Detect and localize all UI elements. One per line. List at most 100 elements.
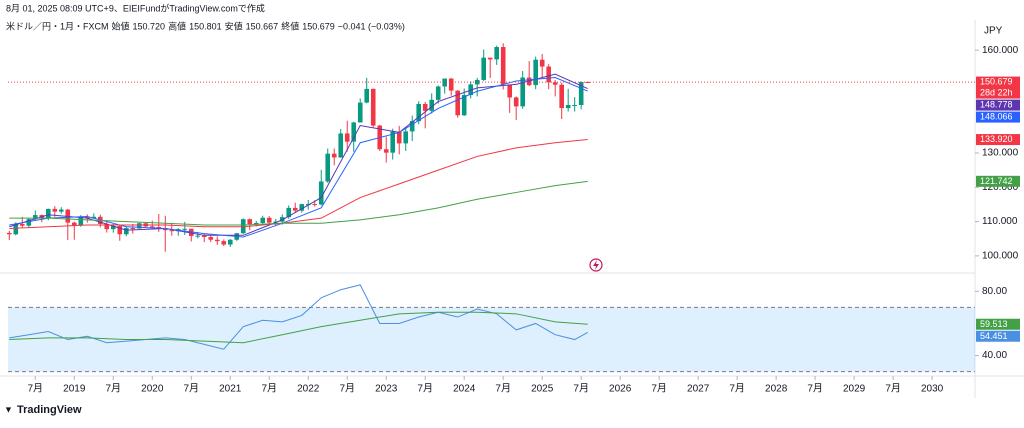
candle-body	[149, 226, 155, 228]
y-tick-label: 160.000	[982, 45, 1019, 56]
candle-body	[240, 219, 246, 234]
candle-body	[403, 131, 409, 144]
candle-body	[214, 239, 220, 242]
candle-body	[52, 208, 58, 212]
x-tick-label: 7月	[729, 383, 745, 395]
candle-body	[429, 99, 435, 111]
candle-body	[188, 228, 194, 236]
candle-body	[494, 47, 499, 60]
x-tick-label: 7月	[573, 383, 589, 395]
candle-body	[370, 88, 376, 126]
candle-body	[13, 223, 19, 235]
candle-body	[578, 81, 584, 105]
candle-body	[45, 208, 51, 219]
candle-body	[286, 207, 292, 218]
candle-body	[435, 86, 441, 100]
candle-body	[487, 57, 493, 60]
candle-body	[351, 122, 357, 142]
axis-value-box	[976, 76, 1020, 99]
candle-body	[474, 79, 480, 85]
candle-body	[71, 222, 77, 226]
event-icon[interactable]	[589, 258, 603, 272]
candle-body	[533, 59, 538, 86]
change: −0.041 (−0.03%)	[338, 21, 405, 31]
candle-body	[331, 153, 337, 158]
x-tick-label: 2025	[531, 384, 554, 395]
candle-body	[552, 82, 558, 85]
candle-body	[208, 237, 214, 240]
x-tick-label: 7月	[183, 383, 199, 395]
candle-body	[312, 204, 318, 206]
axis-value-label: 121.742	[980, 176, 1013, 186]
candle-body	[442, 78, 448, 87]
candle-body	[136, 223, 142, 229]
candle-body	[104, 223, 110, 230]
axis-value-label: 148.778	[980, 100, 1013, 110]
candle-body	[344, 133, 350, 142]
brand: TradingView	[17, 404, 82, 416]
candle-body	[6, 232, 12, 235]
indicator-line	[9, 73, 588, 236]
x-tick-label: 2023	[375, 384, 398, 395]
x-tick-label: 7月	[651, 383, 667, 395]
candle-body	[110, 226, 116, 230]
candle-body	[383, 149, 389, 153]
x-tick-label: 7月	[105, 383, 121, 395]
x-tick-label: 7月	[807, 383, 823, 395]
candle-body	[260, 217, 266, 223]
axis-value-box	[976, 330, 1020, 342]
candle-body	[117, 226, 123, 235]
axis-value-label: 133.920	[980, 134, 1013, 144]
candle-body	[539, 59, 545, 67]
candle-body	[162, 228, 168, 231]
y-tick-label: 110.000	[982, 216, 1018, 227]
x-tick-label: 7月	[885, 383, 901, 395]
ohlc-label: 高値	[168, 20, 186, 31]
indicator-line	[9, 139, 588, 229]
event-bolt	[593, 260, 599, 270]
candle-body	[195, 235, 201, 237]
candle-body	[572, 104, 577, 106]
x-tick-label: 2030	[921, 384, 944, 395]
candle-body	[338, 133, 344, 158]
countdown: 28d 22h	[980, 87, 1013, 97]
x-tick-label: 7月	[28, 383, 44, 395]
candle-body	[292, 207, 298, 211]
candle-body	[32, 215, 38, 220]
axis-value-box	[976, 99, 1020, 111]
candle-body	[58, 209, 64, 212]
x-tick-label: 2021	[219, 384, 242, 395]
candle-body	[201, 235, 207, 238]
axis-value-box	[976, 111, 1020, 123]
axis-value-box	[976, 318, 1020, 330]
y-tick-label: 100.000	[982, 251, 1019, 262]
x-tick-label: 7月	[261, 383, 277, 395]
candle-body	[221, 241, 227, 245]
candle-body	[500, 47, 506, 85]
indicator-line	[9, 311, 588, 344]
candle-body	[130, 228, 136, 230]
candle-body	[19, 223, 25, 226]
candle-body	[422, 103, 428, 111]
candle-body	[565, 104, 571, 109]
candle-body	[513, 97, 519, 107]
candle-body	[169, 230, 175, 232]
x-tick-label: 7月	[339, 383, 355, 395]
x-tick-label: 2022	[297, 384, 320, 395]
x-tick-label: 2020	[141, 384, 164, 395]
candle-body	[253, 222, 259, 224]
x-tick-label: 2028	[765, 384, 788, 395]
ohlc-label: 終値	[281, 20, 299, 31]
axis-value-label: 148.066	[980, 112, 1013, 122]
candle-body	[455, 90, 461, 116]
x-tick-label: 2029	[843, 384, 866, 395]
ohlc-value: 150.667	[246, 21, 279, 31]
candle-body	[299, 204, 305, 211]
candle-body	[78, 216, 84, 226]
indicator-line	[9, 284, 588, 350]
candle-body	[26, 219, 32, 226]
x-tick-label: 2019	[63, 384, 86, 395]
candle-body	[559, 84, 564, 109]
candle-body	[390, 131, 396, 153]
